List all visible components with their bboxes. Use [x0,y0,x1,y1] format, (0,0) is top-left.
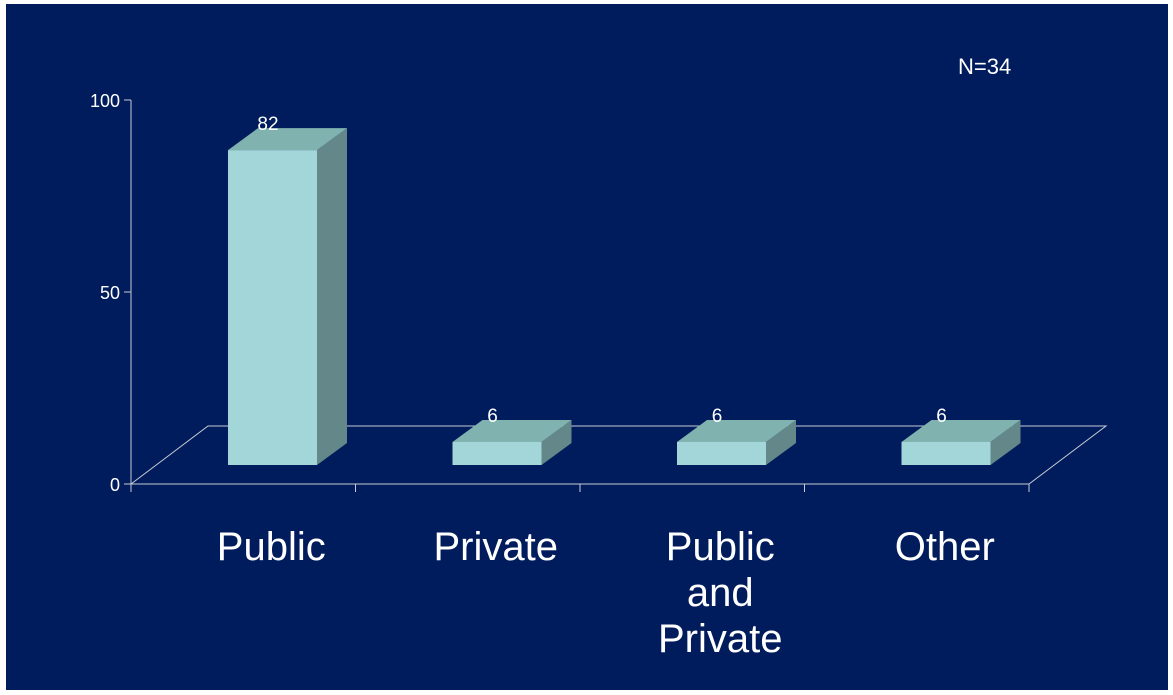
category-label: Private [658,617,783,661]
bar [901,419,1021,465]
bar-front [452,441,542,465]
category-label: and [687,571,754,615]
data-label: 6 [936,406,947,427]
data-label: 82 [257,114,278,135]
bar-top [228,128,347,151]
axes: 0 50 100 [90,91,1030,495]
bars [228,128,1021,465]
bar-front [677,441,766,465]
category-label: Public [217,525,326,569]
sample-size-annotation: N=34 [958,54,1011,79]
bar-side [317,128,347,465]
data-label: 6 [487,406,498,427]
bar-front [901,441,991,465]
bar [228,128,347,465]
bar-top [901,419,1021,442]
category-label: Public [666,525,775,569]
bar-front [228,150,317,465]
slide-background: 0 50 100 82 Public 6 Private 6 Public and Private… [6,4,1168,690]
y-tick-label: 100 [90,91,120,111]
bar-side [541,419,572,465]
bar [452,419,572,465]
bar-side [766,419,796,465]
category-label: Other [895,525,995,569]
category-label: Private [434,525,559,569]
bar-top [452,419,572,442]
y-tick-label: 0 [110,475,120,495]
y-tick-label: 50 [100,283,120,303]
data-label: 6 [712,406,723,427]
bar-side [990,419,1021,465]
bar-top [677,419,796,442]
bar [677,419,796,465]
